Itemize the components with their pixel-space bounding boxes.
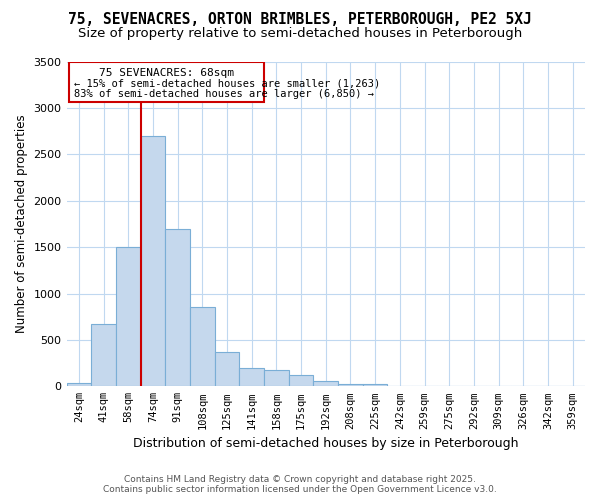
Text: 75 SEVENACRES: 68sqm: 75 SEVENACRES: 68sqm (99, 68, 234, 78)
X-axis label: Distribution of semi-detached houses by size in Peterborough: Distribution of semi-detached houses by … (133, 437, 518, 450)
Bar (67, 382, 91, 386)
Text: 75, SEVENACRES, ORTON BRIMBLES, PETERBOROUGH, PE2 5XJ: 75, SEVENACRES, ORTON BRIMBLES, PETERBOR… (68, 12, 532, 28)
Y-axis label: Number of semi-detached properties: Number of semi-detached properties (15, 114, 28, 333)
Bar (91, 324, 116, 386)
Bar (363, 384, 388, 386)
Bar (215, 352, 239, 386)
Bar (264, 370, 289, 386)
Bar (313, 380, 338, 386)
Text: Contains HM Land Registry data © Crown copyright and database right 2025.
Contai: Contains HM Land Registry data © Crown c… (103, 474, 497, 494)
Bar (239, 368, 264, 386)
Bar (190, 308, 215, 386)
Bar (165, 228, 190, 386)
Bar (140, 136, 165, 386)
FancyBboxPatch shape (69, 62, 264, 102)
Text: ← 15% of semi-detached houses are smaller (1,263): ← 15% of semi-detached houses are smalle… (74, 78, 380, 88)
Text: Size of property relative to semi-detached houses in Peterborough: Size of property relative to semi-detach… (78, 28, 522, 40)
Bar (338, 384, 363, 386)
Text: 83% of semi-detached houses are larger (6,850) →: 83% of semi-detached houses are larger (… (74, 90, 374, 100)
Bar (116, 247, 140, 386)
Bar (289, 374, 313, 386)
